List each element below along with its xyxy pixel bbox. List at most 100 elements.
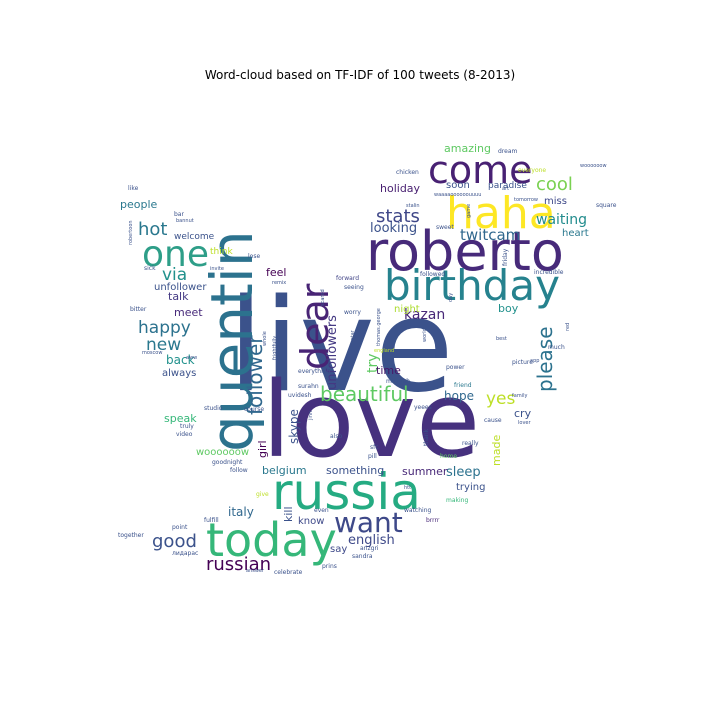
word-fulfill: fulfill — [204, 517, 219, 524]
word-belgium: belgium — [262, 464, 307, 477]
word-stats: stats — [376, 206, 420, 227]
word-miss: miss — [544, 196, 567, 207]
word-truly: truly — [180, 423, 194, 430]
word-hot: hot — [138, 219, 167, 240]
word-sleep: sleep — [446, 465, 481, 480]
word-brrrr: brrrr — [426, 517, 440, 524]
word-thomas-george: thomas.george — [376, 308, 382, 346]
word-looking: looking — [370, 221, 417, 236]
word-invite: invite — [210, 266, 224, 272]
word-made: made — [490, 435, 503, 466]
word-picture: picture — [512, 359, 533, 366]
word-hope: hope — [444, 389, 474, 403]
word-htt: htt — [404, 485, 411, 491]
word-holiday: holiday — [380, 182, 421, 195]
word-goodnight: goodnight — [212, 459, 243, 466]
word-something: something — [326, 464, 384, 477]
word-even: even — [314, 507, 329, 514]
word-quentin: quentin — [198, 230, 266, 452]
word-summer: summer — [402, 465, 448, 478]
word-tomorrow: tomorrow — [514, 197, 538, 203]
word-people: people — [120, 198, 158, 211]
word-incredible: incredible — [534, 269, 564, 276]
word-together: together — [118, 532, 144, 539]
word-via: via — [162, 265, 187, 285]
word-cause: cause — [484, 417, 502, 424]
word-bitter: bitter — [130, 306, 147, 313]
word-like: like — [128, 185, 139, 192]
word-seeing: seeing — [344, 284, 364, 291]
word-new: new — [146, 335, 181, 355]
word-sfc: sfc — [370, 444, 379, 451]
word-лидарас: лидарас — [172, 550, 198, 557]
word-cry: cry — [514, 407, 532, 420]
word-world: world — [422, 328, 428, 342]
word-come: come — [428, 148, 533, 192]
word-boy: boy — [498, 302, 519, 315]
word-red: red — [565, 323, 571, 331]
word-pill: pill — [368, 453, 377, 460]
word-dream: dream — [498, 148, 518, 155]
word-whole: whole — [262, 331, 268, 346]
word-art: art — [502, 186, 509, 192]
word-bar: bar — [174, 211, 184, 218]
word-feel: feel — [266, 266, 286, 279]
word-today: today — [206, 513, 337, 567]
word-heart: heart — [562, 228, 589, 239]
word-happy: happy — [138, 318, 191, 338]
word-girl: girl — [256, 440, 269, 458]
word-robertoon: robertoon — [128, 220, 134, 245]
word-paradise: paradise — [488, 181, 527, 191]
word-back: back — [166, 353, 195, 367]
word-woooooow: woooooow — [580, 163, 607, 169]
word-good: good — [152, 531, 197, 552]
word-kazan: kazan — [404, 307, 445, 323]
word-friday: friday — [502, 248, 509, 266]
word-twitcam: twitcam — [460, 226, 520, 244]
word-skype: skype — [287, 409, 301, 444]
word-surahn: surahn — [298, 383, 319, 390]
word-russian: russian — [206, 554, 271, 575]
word-talk: talk — [168, 290, 189, 303]
word-italy: italy — [228, 505, 254, 519]
word-birthday: birthday — [384, 261, 560, 310]
word-give: give — [256, 491, 269, 498]
word-lover: lover — [518, 420, 531, 426]
word-kill: kill — [282, 506, 295, 522]
word-square: square — [596, 202, 617, 209]
word-also: also — [330, 433, 342, 440]
word-woooooow: woooooow — [196, 447, 249, 458]
word-aww: aww — [186, 355, 197, 361]
word-speak: speak — [164, 412, 197, 425]
word-dear: dear — [293, 283, 337, 370]
word-mitzvah: mitzvah — [386, 378, 410, 385]
word-home: home — [440, 453, 457, 460]
word-star: star — [350, 329, 356, 340]
word-friend: friend — [454, 382, 472, 389]
word-sick: sick — [144, 265, 156, 272]
word-scared: scared — [320, 289, 326, 306]
word-bannut: bannut — [176, 218, 194, 224]
word-prins: prins — [322, 563, 337, 570]
word-moscow: moscow — [142, 350, 162, 356]
word-unfollowers: unfollowers — [325, 315, 340, 390]
word-think: think — [210, 247, 233, 257]
word-yes: yes — [486, 389, 516, 409]
word-roberto: roberto — [366, 220, 564, 283]
word-say: say — [330, 544, 347, 555]
word-follow: follow — [230, 467, 248, 474]
word-time: time — [376, 364, 401, 377]
word-one: one — [142, 234, 209, 275]
word-celebrate: celebrate — [274, 569, 303, 576]
word-remix: remix — [272, 280, 286, 286]
word-worry: worry — [344, 309, 361, 316]
word-want: want — [334, 506, 403, 539]
word-meet: meet — [174, 306, 203, 319]
word-england: england — [374, 348, 394, 354]
word-waiting: waiting — [536, 212, 587, 228]
word-lose: lose — [248, 253, 260, 260]
word-waaaaoooooouuuu: waaaaoooooouuuu — [434, 192, 481, 198]
word-everything: everything — [298, 368, 331, 375]
word-point: point — [172, 524, 188, 531]
